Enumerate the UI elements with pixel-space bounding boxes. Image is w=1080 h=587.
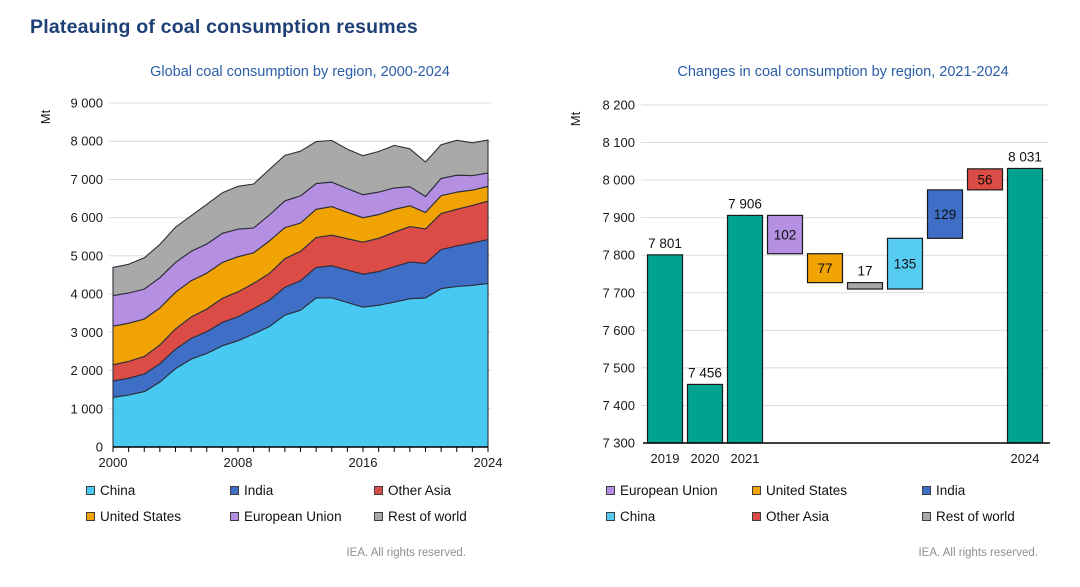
waterfall-bar-2021 <box>726 214 764 444</box>
bar-value-label: 7 906 <box>728 196 762 211</box>
legend-item-european-union: European Union <box>606 483 752 498</box>
united-states-swatch-icon <box>86 512 95 521</box>
x-tick-label: 2008 <box>224 455 253 470</box>
legend-item-rest-of-world: Rest of world <box>374 509 467 524</box>
x-tick-label: 2000 <box>99 455 128 470</box>
x-tick-label: 2024 <box>474 455 503 470</box>
bar-value-label: 7 801 <box>648 236 682 251</box>
waterfall-bar-2024 <box>1006 167 1044 444</box>
left-chart-title: Global coal consumption by region, 2000-… <box>150 64 450 80</box>
area-layer-rest-of-world <box>112 139 489 297</box>
y-tick-label: 8 000 <box>602 173 635 188</box>
bar-value-label: 129 <box>934 207 957 222</box>
legend-label: United States <box>100 509 182 524</box>
legend-item-united-states: United States <box>86 509 230 524</box>
legend-item-india: India <box>230 483 374 498</box>
rest-of-world-swatch-icon <box>922 512 931 521</box>
y-tick-label: 8 100 <box>602 135 635 150</box>
india-swatch-icon <box>922 486 931 495</box>
united-states-swatch-icon <box>752 486 761 495</box>
legend-label: European Union <box>244 509 342 524</box>
y-tick-label: 2 000 <box>70 363 103 378</box>
bar-value-label: 102 <box>774 228 797 243</box>
waterfall-bar-other-asia <box>966 168 1004 191</box>
x-tick-label: 2016 <box>349 455 378 470</box>
legend-item-other-asia: Other Asia <box>374 483 467 498</box>
y-tick-label: 7 800 <box>602 248 635 263</box>
y-tick-label: 7 900 <box>602 210 635 225</box>
waterfall-bar-united-states <box>806 253 844 284</box>
bar-value-label: 8 031 <box>1008 149 1042 164</box>
bar-value-label: 77 <box>817 261 832 276</box>
china-swatch-icon <box>606 512 615 521</box>
legend-item-india: India <box>922 483 1015 498</box>
european-union-swatch-icon <box>230 512 239 521</box>
y-axis-unit: Mt <box>38 109 53 124</box>
y-tick-label: 7 300 <box>602 436 635 451</box>
waterfall-bar-european-union <box>766 214 804 255</box>
legend-label: India <box>936 483 966 498</box>
bar-value-label: 17 <box>857 264 872 279</box>
left-chart-legend: China India Other Asia United States Eur… <box>86 483 467 524</box>
y-axis-unit: Mt <box>568 111 583 126</box>
other-asia-swatch-icon <box>752 512 761 521</box>
legend-item-united-states: United States <box>752 483 922 498</box>
y-tick-label: 1 000 <box>70 401 103 416</box>
bar-value-label: 135 <box>894 257 917 272</box>
legend-label: United States <box>766 483 848 498</box>
y-tick-label: 8 000 <box>70 134 103 149</box>
y-tick-label: 3 000 <box>70 325 103 340</box>
y-tick-label: 7 700 <box>602 285 635 300</box>
y-tick-label: 6 000 <box>70 210 103 225</box>
legend-label: Other Asia <box>766 509 830 524</box>
legend-label: Rest of world <box>936 509 1015 524</box>
right-chart-legend: European Union United States India China… <box>606 483 1015 524</box>
left-chart-panel: Global coal consumption by region, 2000-… <box>30 60 540 587</box>
y-tick-label: 7 000 <box>70 172 103 187</box>
waterfall-bar-2020 <box>686 383 724 444</box>
legend-item-other-asia: Other Asia <box>752 509 922 524</box>
y-tick-label: 7 600 <box>602 323 635 338</box>
bar-value-label: 56 <box>977 172 992 187</box>
legend-item-european-union: European Union <box>230 509 374 524</box>
y-tick-label: 4 000 <box>70 287 103 302</box>
legend-item-china: China <box>86 483 230 498</box>
rest-of-world-swatch-icon <box>374 512 383 521</box>
x-tick-label: 2021 <box>731 451 760 466</box>
waterfall-bar-india <box>926 189 964 239</box>
legend-label: European Union <box>620 483 718 498</box>
china-swatch-icon <box>86 486 95 495</box>
x-tick-label: 2019 <box>651 451 680 466</box>
waterfall-bar-china <box>886 237 924 290</box>
european-union-swatch-icon <box>606 486 615 495</box>
y-tick-label: 0 <box>96 440 103 455</box>
other-asia-swatch-icon <box>374 486 383 495</box>
waterfall-chart-svg: 7 300 7 400 7 500 7 600 7 700 7 800 7 900 8 000… <box>568 98 1050 466</box>
right-chart-panel: Changes in coal consumption by region, 2… <box>560 60 1070 587</box>
legend-item-china: China <box>606 509 752 524</box>
waterfall-bar-2019 <box>646 254 684 444</box>
bar-value-label: 7 456 <box>688 365 722 380</box>
waterfall-bar-rest-of-world <box>846 282 884 290</box>
copyright-text: IEA. All rights reserved. <box>346 547 466 559</box>
page-title: Plateauing of coal consumption resumes <box>30 16 418 38</box>
legend-label: China <box>100 483 136 498</box>
copyright-text: IEA. All rights reserved. <box>918 547 1038 559</box>
legend-label: China <box>620 509 656 524</box>
y-tick-label: 8 200 <box>602 98 635 113</box>
india-swatch-icon <box>230 486 239 495</box>
area-chart-svg: 0 1 000 2 000 3 000 4 000 5 000 6 000 7 000 8 00… <box>38 96 503 471</box>
y-tick-label: 9 000 <box>70 96 103 111</box>
legend-label: Rest of world <box>388 509 467 524</box>
y-tick-label: 5 000 <box>70 248 103 263</box>
legend-label: Other Asia <box>388 483 452 498</box>
x-tick-label: 2020 <box>691 451 720 466</box>
x-tick-label: 2024 <box>1011 451 1040 466</box>
y-tick-label: 7 400 <box>602 398 635 413</box>
legend-label: India <box>244 483 274 498</box>
legend-item-rest-of-world: Rest of world <box>922 509 1015 524</box>
right-chart-title: Changes in coal consumption by region, 2… <box>677 64 1009 80</box>
y-tick-label: 7 500 <box>602 360 635 375</box>
